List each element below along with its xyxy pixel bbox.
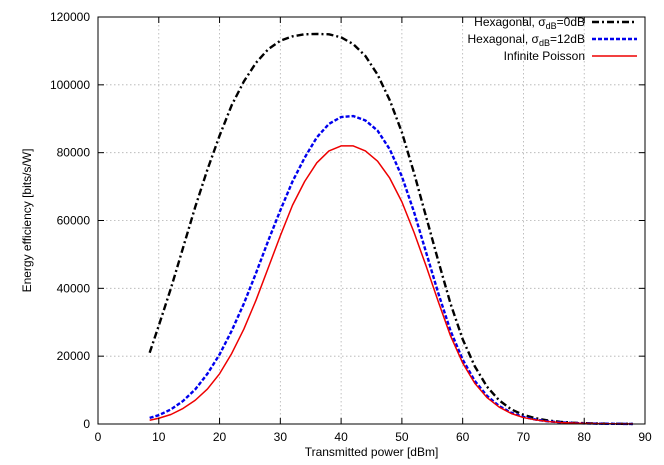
x-tick-label: 20: [213, 430, 227, 444]
series-line-2: [149, 114, 633, 426]
legend-label-2: Hexagonal, σdB=12dB: [467, 32, 585, 48]
x-tick-label: 60: [456, 430, 470, 444]
series-line-3: [149, 145, 633, 425]
legend-label-3: Infinite Poisson: [504, 49, 585, 63]
x-tick-label: 90: [638, 430, 652, 444]
y-tick-label: 80000: [57, 146, 91, 160]
axis-ticks: [97, 16, 646, 425]
x-tick-label: 0: [95, 430, 102, 444]
y-tick-label: 40000: [57, 281, 91, 295]
x-axis-label: Transmitted power [dBm]: [305, 445, 439, 459]
legend-label-1: Hexagonal, σdB=0dB: [474, 15, 585, 31]
x-tick-label: 80: [578, 430, 592, 444]
y-tick-label: 120000: [50, 10, 90, 24]
x-tick-label: 50: [395, 430, 409, 444]
x-tick-label: 30: [274, 430, 288, 444]
y-axis-label: Energy efficiency [bits/s/W]: [20, 149, 34, 293]
y-tick-label: 60000: [57, 214, 91, 228]
series-line-1: [148, 32, 633, 426]
tick-labels: 0 10 20 30 40 50 60 70 80 90 0 20000 40000 60000 80000…: [50, 10, 652, 444]
x-tick-label: 70: [517, 430, 531, 444]
y-tick-label: 0: [83, 417, 90, 431]
x-tick-label: 40: [334, 430, 348, 444]
y-tick-label: 100000: [50, 78, 90, 92]
series-lines: [148, 32, 633, 426]
grid: [98, 17, 645, 424]
x-tick-label: 10: [152, 430, 166, 444]
y-tick-label: 20000: [57, 349, 91, 363]
